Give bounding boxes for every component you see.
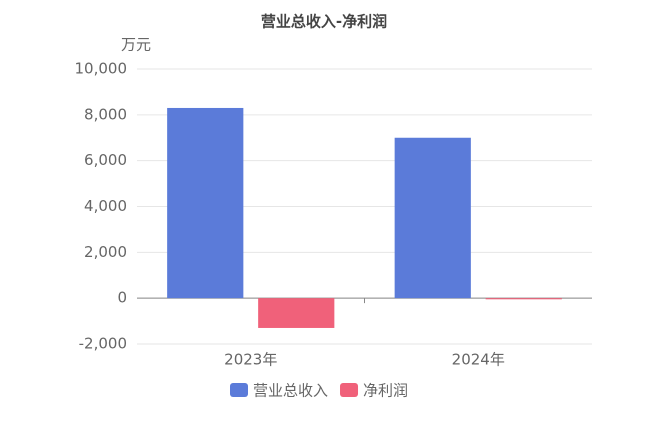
bar xyxy=(485,298,562,300)
y-tick-label: 8,000 xyxy=(84,105,127,123)
bar xyxy=(258,298,335,328)
legend-label: 营业总收入 xyxy=(253,382,328,400)
legend-swatch xyxy=(340,383,359,397)
x-tick-label: 2024年 xyxy=(452,351,505,369)
y-tick-label: -2,000 xyxy=(79,335,127,353)
chart-title: 营业总收入-净利润 xyxy=(261,13,387,31)
bar xyxy=(167,107,244,299)
y-tick-label: 4,000 xyxy=(84,197,127,215)
bar xyxy=(394,137,471,299)
x-tick-label: 2023年 xyxy=(224,351,277,369)
y-tick-label: 0 xyxy=(117,289,127,307)
legend-swatch xyxy=(230,383,248,397)
legend-label: 净利润 xyxy=(363,382,408,400)
y-tick-label: 10,000 xyxy=(75,60,128,78)
y-tick-label: 6,000 xyxy=(84,151,127,169)
y-tick-label: 2,000 xyxy=(84,243,127,261)
y-unit: 万元 xyxy=(121,36,151,54)
